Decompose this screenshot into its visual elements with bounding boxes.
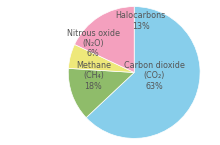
Text: Methane
(CH₄)
18%: Methane (CH₄) 18%: [76, 61, 111, 91]
Wedge shape: [75, 7, 134, 73]
Wedge shape: [86, 7, 200, 138]
Text: Nitrous oxide
(N₂O)
6%: Nitrous oxide (N₂O) 6%: [67, 29, 120, 58]
Text: Halocarbons
13%: Halocarbons 13%: [116, 11, 166, 31]
Wedge shape: [68, 44, 134, 72]
Wedge shape: [68, 68, 134, 118]
Text: Carbon dioxide
(CO₂)
63%: Carbon dioxide (CO₂) 63%: [124, 61, 184, 91]
